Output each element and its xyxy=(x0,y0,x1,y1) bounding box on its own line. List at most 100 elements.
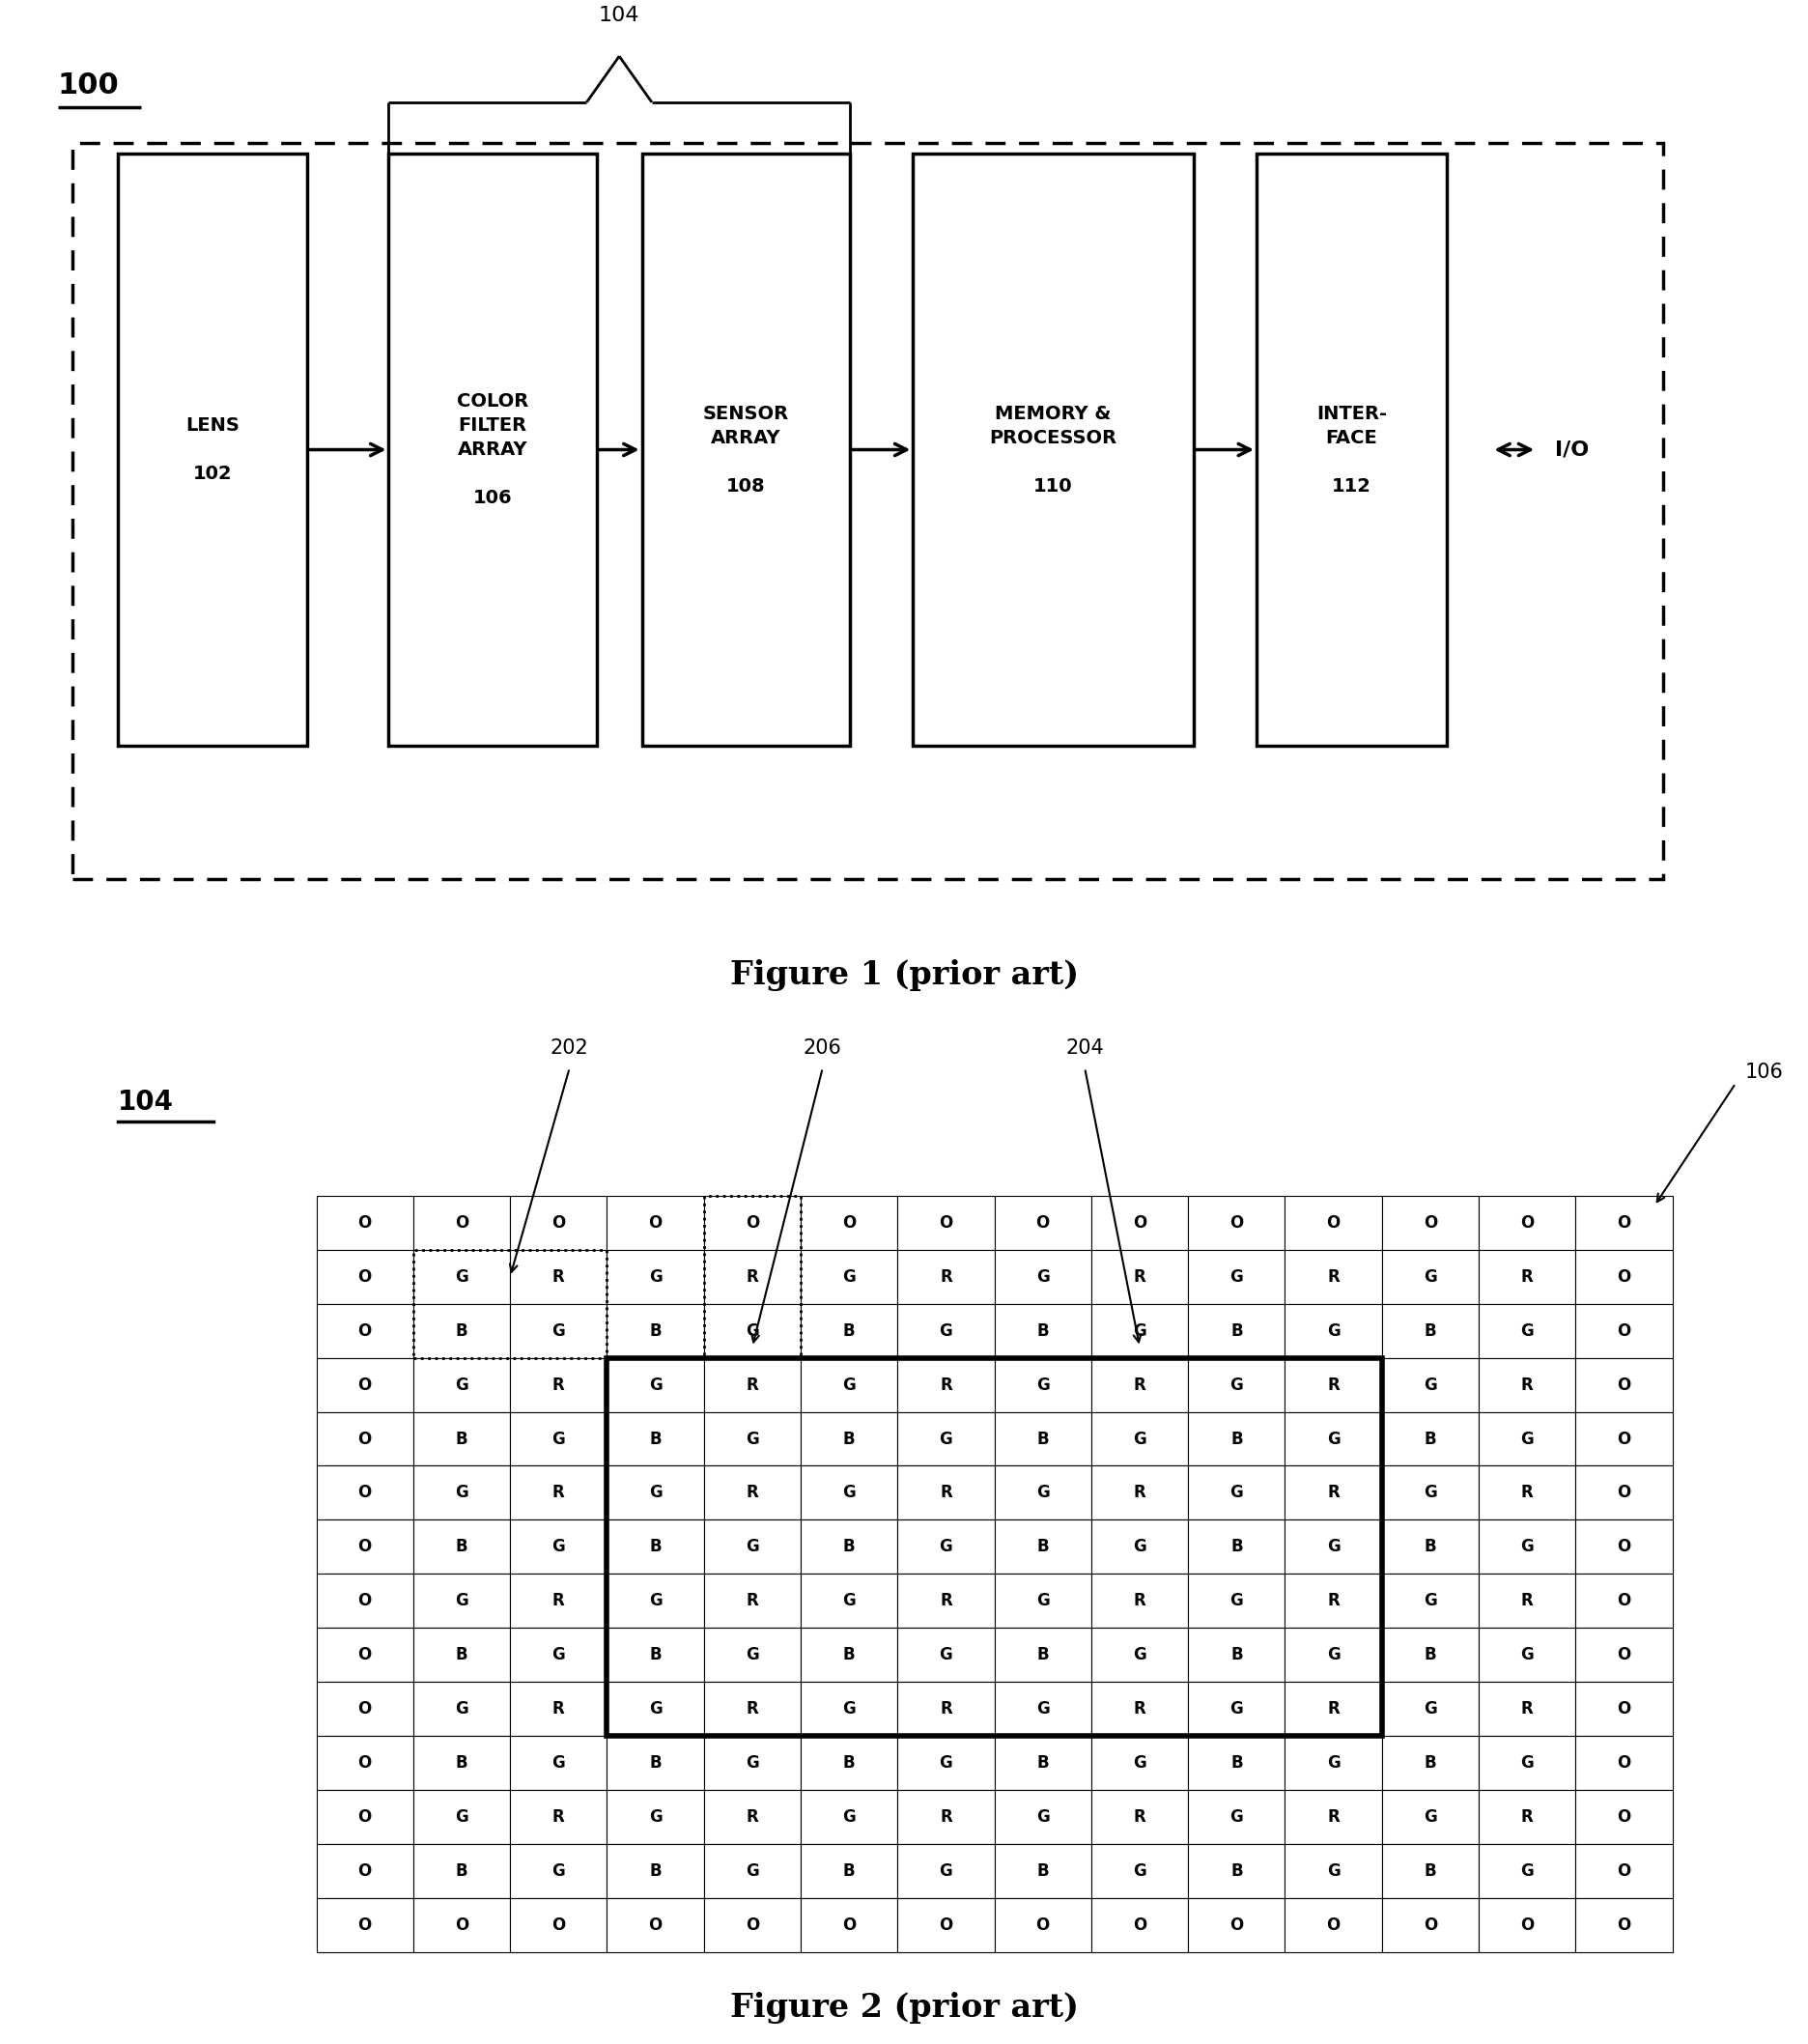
Bar xyxy=(510,1899,607,1952)
Text: G: G xyxy=(940,1322,953,1339)
Bar xyxy=(510,1627,607,1682)
Text: B: B xyxy=(649,1862,662,1880)
Bar xyxy=(897,1466,994,1521)
Text: 206: 206 xyxy=(803,1038,843,1059)
Text: R: R xyxy=(1327,1809,1340,1825)
Text: R: R xyxy=(1134,1376,1146,1394)
Bar xyxy=(1285,1574,1381,1627)
Text: R: R xyxy=(1521,1376,1533,1394)
Text: B: B xyxy=(1036,1862,1049,1880)
Bar xyxy=(1188,1574,1285,1627)
Text: B: B xyxy=(1231,1431,1242,1447)
Text: O: O xyxy=(551,1917,566,1934)
Bar xyxy=(1285,1357,1381,1412)
Bar xyxy=(316,1791,414,1844)
Bar xyxy=(1381,1627,1479,1682)
Text: G: G xyxy=(1423,1376,1437,1394)
Bar xyxy=(1381,1249,1479,1304)
Bar xyxy=(1381,1574,1479,1627)
Bar xyxy=(801,1844,897,1899)
Text: R: R xyxy=(747,1484,758,1502)
Bar xyxy=(1381,1357,1479,1412)
Text: G: G xyxy=(1036,1592,1049,1609)
Bar xyxy=(1188,1899,1285,1952)
Text: G: G xyxy=(1327,1322,1340,1339)
Text: G: G xyxy=(1036,1376,1049,1394)
Text: R: R xyxy=(1521,1267,1533,1286)
Bar xyxy=(703,1521,801,1574)
Bar xyxy=(994,1682,1092,1735)
Text: G: G xyxy=(1521,1645,1533,1664)
Text: O: O xyxy=(358,1322,372,1339)
Bar xyxy=(994,1196,1092,1249)
Bar xyxy=(414,1574,510,1627)
Bar xyxy=(801,1412,897,1466)
Bar xyxy=(1575,1735,1672,1791)
Bar xyxy=(1381,1682,1479,1735)
Text: G: G xyxy=(1229,1592,1244,1609)
Bar xyxy=(1092,1844,1188,1899)
Text: R: R xyxy=(940,1376,953,1394)
Bar xyxy=(72,143,1663,879)
Text: G: G xyxy=(1327,1431,1340,1447)
Bar xyxy=(913,153,1193,746)
Text: G: G xyxy=(843,1701,855,1717)
Bar xyxy=(607,1682,703,1735)
Text: R: R xyxy=(1327,1592,1340,1609)
Text: R: R xyxy=(553,1267,564,1286)
Text: G: G xyxy=(843,1267,855,1286)
Text: O: O xyxy=(1134,1214,1146,1230)
Bar xyxy=(703,1627,801,1682)
Text: O: O xyxy=(649,1917,662,1934)
Text: 202: 202 xyxy=(550,1038,589,1059)
Text: O: O xyxy=(1616,1214,1631,1230)
Text: R: R xyxy=(1521,1592,1533,1609)
Bar xyxy=(1188,1412,1285,1466)
Text: R: R xyxy=(553,1592,564,1609)
Bar xyxy=(1257,153,1446,746)
Bar xyxy=(607,1357,703,1412)
Text: I/O: I/O xyxy=(1555,439,1589,460)
Bar xyxy=(316,1249,414,1304)
Text: O: O xyxy=(1616,1322,1631,1339)
Text: 104: 104 xyxy=(598,6,640,25)
Bar xyxy=(607,1304,703,1357)
Bar xyxy=(1479,1304,1575,1357)
Bar xyxy=(703,1735,801,1791)
Text: R: R xyxy=(940,1701,953,1717)
Text: G: G xyxy=(1036,1809,1049,1825)
Bar xyxy=(1285,1466,1381,1521)
Bar xyxy=(414,1412,510,1466)
Text: O: O xyxy=(358,1376,372,1394)
Bar xyxy=(1381,1735,1479,1791)
Text: O: O xyxy=(1616,1267,1631,1286)
Text: G: G xyxy=(1036,1267,1049,1286)
Bar xyxy=(1188,1844,1285,1899)
Text: R: R xyxy=(1134,1809,1146,1825)
Text: O: O xyxy=(745,1214,759,1230)
Bar xyxy=(1092,1791,1188,1844)
Bar xyxy=(1092,1627,1188,1682)
Bar xyxy=(1285,1844,1381,1899)
Bar xyxy=(1188,1735,1285,1791)
Bar xyxy=(1479,1249,1575,1304)
Text: G: G xyxy=(843,1809,855,1825)
Text: G: G xyxy=(745,1431,759,1447)
Bar xyxy=(1188,1304,1285,1357)
Bar xyxy=(316,1735,414,1791)
Bar xyxy=(1092,1735,1188,1791)
Text: G: G xyxy=(649,1376,662,1394)
Bar xyxy=(316,1899,414,1952)
Bar xyxy=(414,1196,510,1249)
Bar xyxy=(316,1682,414,1735)
Bar xyxy=(1381,1899,1479,1952)
Text: G: G xyxy=(745,1862,759,1880)
Bar xyxy=(1381,1412,1479,1466)
Text: B: B xyxy=(843,1754,855,1772)
Text: O: O xyxy=(358,1701,372,1717)
Bar xyxy=(414,1627,510,1682)
Text: G: G xyxy=(1423,1592,1437,1609)
Bar xyxy=(703,1196,801,1357)
Bar xyxy=(994,1844,1092,1899)
Bar xyxy=(1479,1357,1575,1412)
